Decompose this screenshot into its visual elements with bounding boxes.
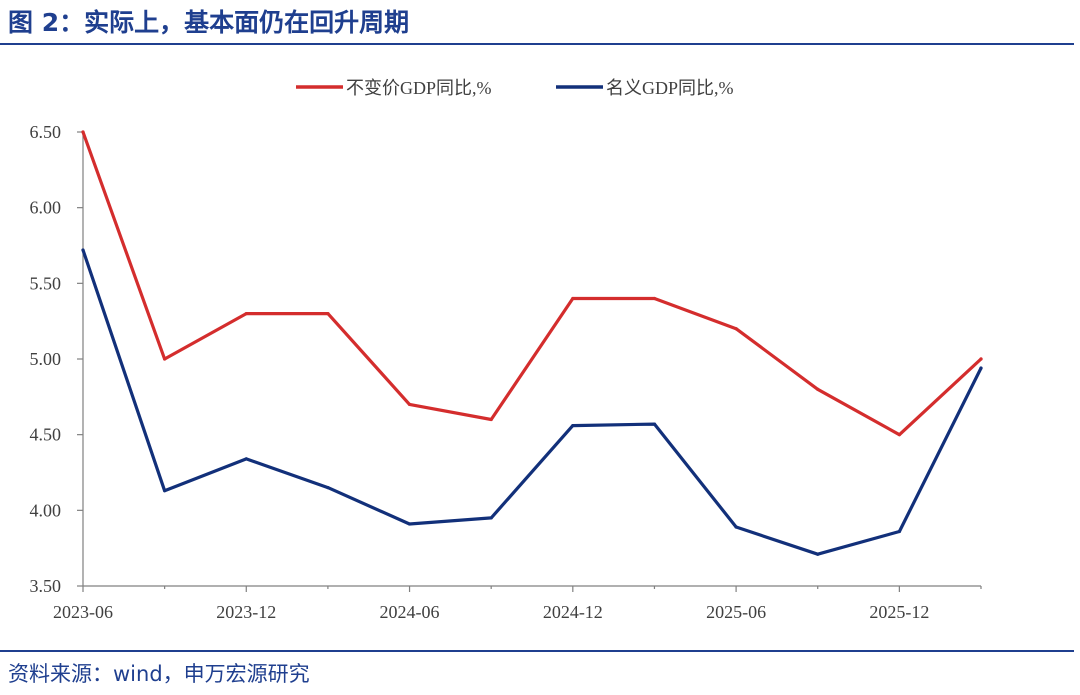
data-point xyxy=(979,357,983,361)
data-point xyxy=(489,417,493,422)
data-point xyxy=(244,312,248,316)
data-point xyxy=(407,522,412,526)
data-point xyxy=(897,529,901,534)
x-tick-label: 2025-06 xyxy=(706,602,766,622)
data-point xyxy=(979,366,983,370)
legend: 不变价GDP同比,% 名义GDP同比,% xyxy=(296,78,734,98)
data-point xyxy=(163,357,167,361)
data-point xyxy=(81,248,85,252)
data-point xyxy=(571,423,575,428)
y-tick-label: 4.00 xyxy=(30,500,62,520)
footer-divider xyxy=(0,650,1074,652)
data-point xyxy=(326,486,330,490)
data-point xyxy=(652,296,657,301)
y-axis-ticks: 6.50 6.00 5.50 5.00 4.50 4.00 3.50 xyxy=(30,122,83,596)
data-point xyxy=(326,312,330,316)
y-tick-label: 6.50 xyxy=(30,122,62,142)
series-line-nominal-gdp xyxy=(81,248,983,556)
figure-title: 图 2：实际上，基本面仍在回升周期 xyxy=(8,8,410,37)
title-divider xyxy=(0,43,1074,45)
source-note: 资料来源：wind，申万宏源研究 xyxy=(8,662,310,686)
x-tick-label: 2024-12 xyxy=(543,602,603,622)
x-tick-label: 2023-06 xyxy=(53,602,113,622)
data-point xyxy=(163,489,167,493)
legend-label-real-gdp: 不变价GDP同比,% xyxy=(346,78,492,98)
data-point xyxy=(734,327,738,331)
data-point xyxy=(407,402,412,406)
data-point xyxy=(571,296,575,301)
y-tick-label: 6.00 xyxy=(30,198,62,218)
line-chart: 不变价GDP同比,% 名义GDP同比,% 6.50 6.00 5.50 5.00 4.5… xyxy=(30,78,983,622)
y-tick-label: 5.00 xyxy=(30,349,62,369)
y-tick-label: 5.50 xyxy=(30,273,62,293)
legend-label-nominal-gdp: 名义GDP同比,% xyxy=(606,78,734,98)
x-tick-label: 2025-12 xyxy=(869,602,929,622)
y-tick-label: 3.50 xyxy=(30,576,62,596)
x-tick-label: 2023-12 xyxy=(216,602,276,622)
y-tick-label: 4.50 xyxy=(30,425,62,445)
data-point xyxy=(816,552,820,556)
data-point xyxy=(897,433,901,437)
series-line-real-gdp xyxy=(81,130,983,437)
data-point xyxy=(244,457,248,461)
series-layer xyxy=(81,130,983,556)
data-point xyxy=(652,422,657,426)
data-point xyxy=(734,525,738,529)
x-axis-ticks: 2023-06 2023-12 2024-06 2024-12 2025-06 2025-… xyxy=(53,586,982,622)
data-point xyxy=(81,130,85,134)
data-point xyxy=(489,516,493,520)
x-tick-label: 2024-06 xyxy=(380,602,440,622)
data-point xyxy=(816,387,820,391)
